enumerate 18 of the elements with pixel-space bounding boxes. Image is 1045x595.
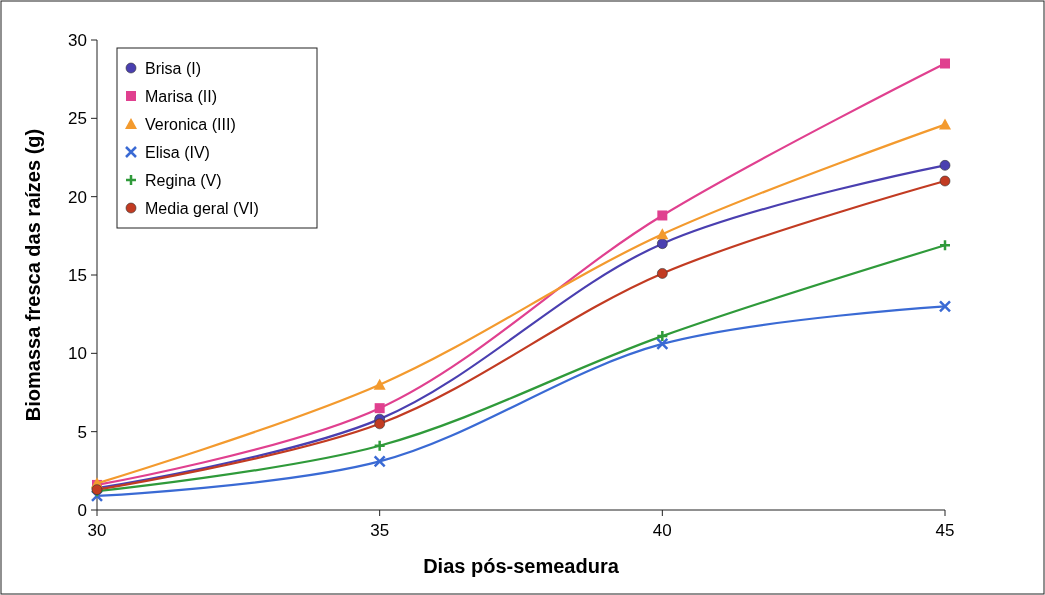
legend-label: Media geral (VI) [145,199,259,217]
y-tick-label: 20 [68,187,87,207]
x-axis-title: Dias pós-semeadura [423,555,620,577]
legend-label: Elisa (IV) [145,143,210,161]
x-tick-label: 40 [652,521,672,540]
y-tick-label: 25 [68,109,87,129]
y-tick-label: 30 [68,30,87,50]
y-tick-label: 10 [68,344,87,364]
legend-label: Brisa (I) [145,59,201,77]
y-tick-label: 0 [77,500,87,520]
legend-label: Marisa (II) [145,87,217,105]
x-tick-label: 45 [935,521,955,540]
legend-label: Veronica (III) [145,115,236,133]
legend-label: Regina (V) [145,171,222,189]
y-axis-title: Biomassa fresca das raízes (g) [22,128,44,422]
x-tick-label: 35 [370,521,390,540]
y-tick-label: 15 [68,265,87,285]
y-tick-label: 5 [77,422,87,442]
